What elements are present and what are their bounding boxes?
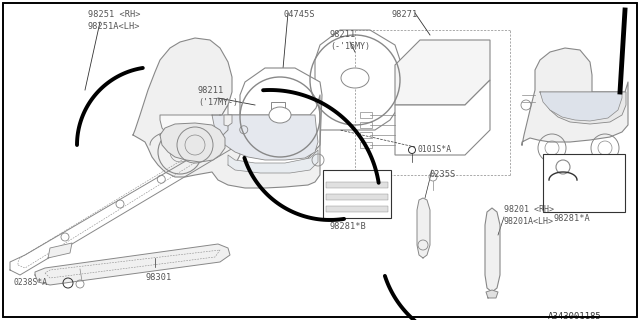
Polygon shape bbox=[228, 150, 318, 173]
Text: 0238S*A: 0238S*A bbox=[14, 278, 48, 287]
Polygon shape bbox=[48, 243, 72, 258]
Bar bbox=[360, 132, 372, 138]
Text: 0101S*A: 0101S*A bbox=[418, 145, 452, 154]
Bar bbox=[271, 102, 285, 110]
Text: 0235S: 0235S bbox=[430, 170, 456, 179]
Text: 98281*A: 98281*A bbox=[553, 214, 589, 223]
Text: 98201A<LH>: 98201A<LH> bbox=[504, 217, 554, 226]
Polygon shape bbox=[540, 92, 622, 121]
Text: ('17MY-): ('17MY-) bbox=[198, 98, 238, 107]
Polygon shape bbox=[395, 80, 490, 155]
Text: 98271: 98271 bbox=[392, 10, 419, 19]
Polygon shape bbox=[133, 38, 320, 188]
Polygon shape bbox=[224, 115, 232, 126]
Polygon shape bbox=[522, 48, 628, 145]
Ellipse shape bbox=[341, 68, 369, 88]
Polygon shape bbox=[417, 198, 430, 258]
Bar bbox=[360, 122, 372, 128]
Polygon shape bbox=[35, 244, 230, 285]
Text: (-'16MY): (-'16MY) bbox=[330, 42, 370, 51]
Bar bbox=[543, 154, 625, 212]
Text: A343001185: A343001185 bbox=[548, 312, 602, 320]
Polygon shape bbox=[310, 30, 400, 130]
Text: 98251 <RH>: 98251 <RH> bbox=[88, 10, 141, 19]
Polygon shape bbox=[160, 123, 225, 162]
Polygon shape bbox=[235, 68, 322, 165]
Ellipse shape bbox=[269, 107, 291, 123]
Polygon shape bbox=[540, 92, 626, 124]
Text: 98211: 98211 bbox=[330, 30, 356, 39]
Polygon shape bbox=[212, 115, 318, 160]
Bar bbox=[326, 182, 388, 188]
Polygon shape bbox=[486, 290, 498, 298]
Text: 98211: 98211 bbox=[198, 86, 224, 95]
Polygon shape bbox=[395, 40, 490, 105]
Bar bbox=[323, 170, 391, 218]
Polygon shape bbox=[10, 100, 295, 275]
Polygon shape bbox=[485, 208, 500, 292]
Bar bbox=[326, 206, 388, 212]
Text: 98281*B: 98281*B bbox=[330, 222, 367, 231]
Text: 04745S: 04745S bbox=[283, 10, 314, 19]
Bar bbox=[360, 112, 372, 118]
Text: 98301: 98301 bbox=[145, 273, 172, 282]
Polygon shape bbox=[160, 105, 228, 142]
Text: 98251A<LH>: 98251A<LH> bbox=[88, 22, 141, 31]
Bar bbox=[360, 142, 372, 148]
Bar bbox=[326, 194, 388, 200]
Text: 98201 <RH>: 98201 <RH> bbox=[504, 205, 554, 214]
